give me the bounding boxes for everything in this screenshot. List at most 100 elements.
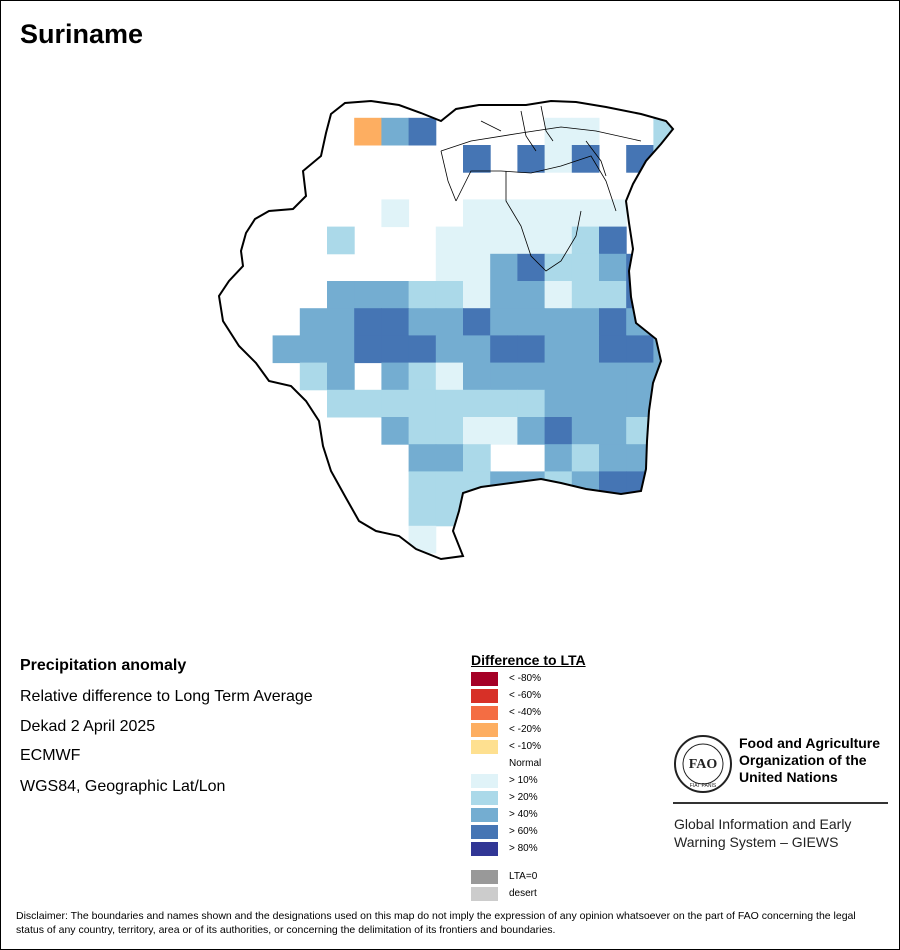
- grid-cell: [354, 308, 382, 336]
- grid-cell: [571, 226, 600, 255]
- grid-cell: [626, 308, 654, 336]
- grid-cell: [435, 253, 464, 282]
- org-name: Food and Agriculture Organization of the…: [739, 735, 899, 786]
- grid-cell: [626, 417, 654, 445]
- grid-cell: [708, 526, 736, 554]
- grid-cell: [490, 226, 518, 255]
- legend-swatch: [471, 808, 498, 822]
- grid-cell: [599, 525, 627, 554]
- grid-cell: [544, 444, 573, 472]
- grid-cell: [735, 526, 763, 554]
- grid-cell: [599, 253, 627, 282]
- grid-cell: [653, 525, 673, 554]
- grid-cell: [626, 525, 654, 554]
- grid-cell: [681, 308, 709, 336]
- grid-cell: [517, 253, 546, 282]
- grid-cell: [599, 199, 627, 228]
- grid-cell: [544, 308, 573, 336]
- grid-cell: [544, 417, 573, 445]
- legend-swatch: [471, 791, 498, 805]
- org-name-line2: Organization of the: [739, 752, 867, 768]
- grid-cell: [735, 118, 763, 146]
- legend-label: > 80%: [509, 843, 538, 854]
- grid-cell: [708, 335, 736, 363]
- grid-cell: [463, 253, 491, 282]
- legend-swatch: [471, 740, 498, 754]
- grid-cell: [544, 117, 573, 146]
- grid-cell: [544, 199, 573, 228]
- grid-cell: [463, 226, 491, 255]
- grid-cell: [681, 526, 709, 554]
- grid-cell: [789, 390, 817, 418]
- legend-swatch: [471, 757, 498, 771]
- grid-cell: [762, 471, 790, 499]
- grid-cell: [408, 498, 437, 527]
- grid-cell: [599, 335, 627, 364]
- grid-cell: [490, 308, 518, 336]
- org-name-line3: United Nations: [739, 769, 838, 785]
- grid-cell: [681, 199, 709, 227]
- grid-cell: [490, 580, 518, 608]
- grid-cell: [381, 117, 410, 146]
- grid-cell: [762, 281, 790, 309]
- grid-cell: [681, 227, 709, 255]
- grid-cell: [517, 417, 546, 445]
- grid-cell: [789, 145, 817, 173]
- grid-cell: [708, 172, 736, 200]
- grid-cell: [681, 254, 709, 282]
- grid-cell: [735, 281, 763, 309]
- grid-cell: [463, 308, 491, 336]
- grid-cell: [789, 471, 817, 499]
- grid-cell: [653, 308, 673, 336]
- info-source: ECMWF: [20, 747, 81, 764]
- giews-line2: Warning System – GIEWS: [674, 834, 839, 850]
- grid-cell: [463, 417, 491, 445]
- disclaimer: Disclaimer: The boundaries and names sho…: [16, 910, 856, 936]
- grid-cell: [681, 444, 709, 472]
- grid-cell: [571, 117, 600, 146]
- grid-cell: [517, 389, 546, 418]
- grid-cell: [571, 253, 600, 282]
- grid-cell: [571, 498, 600, 527]
- grid-cell: [408, 281, 437, 309]
- grid-cell: [817, 335, 845, 363]
- grid-cell: [571, 444, 600, 472]
- legend-label: Normal: [509, 758, 542, 769]
- grid-cell: [544, 145, 573, 173]
- country-boundary: [217, 99, 675, 561]
- grid-cell: [762, 335, 790, 363]
- grid-cell: [599, 444, 627, 472]
- map-title: Suriname: [20, 19, 144, 49]
- grid-cell: [571, 471, 600, 500]
- grid-cell: [626, 444, 654, 472]
- grid-cell: [545, 607, 573, 635]
- grid-cell: [381, 199, 410, 228]
- grid-cell: [517, 335, 546, 364]
- grid-cell: [408, 362, 437, 391]
- grid-cell: [735, 499, 763, 527]
- grid-cell: [708, 281, 736, 309]
- legend-label: > 40%: [509, 809, 538, 820]
- grid-cell: [817, 199, 845, 227]
- grid-cell: [408, 525, 437, 554]
- grid-cell: [735, 254, 763, 282]
- grid-cell: [817, 390, 845, 418]
- legend-label: < -80%: [509, 673, 541, 684]
- divider: [673, 802, 888, 804]
- grid-cell: [571, 145, 600, 173]
- legend-swatch: [471, 870, 498, 884]
- grid-cell: [708, 308, 736, 336]
- grid-cell: [408, 444, 437, 472]
- grid-cell: [544, 281, 573, 309]
- grid-cell: [408, 389, 437, 418]
- legend-label: > 60%: [509, 826, 538, 837]
- grid-cell: [272, 335, 301, 364]
- grid-cell: [708, 118, 736, 146]
- grid-cell: [435, 444, 464, 472]
- grid-cell: [599, 471, 627, 500]
- grid-cell: [708, 499, 736, 527]
- legend-swatch: [471, 672, 498, 686]
- grid-cell: [762, 499, 790, 527]
- anomaly-grid: [272, 117, 845, 635]
